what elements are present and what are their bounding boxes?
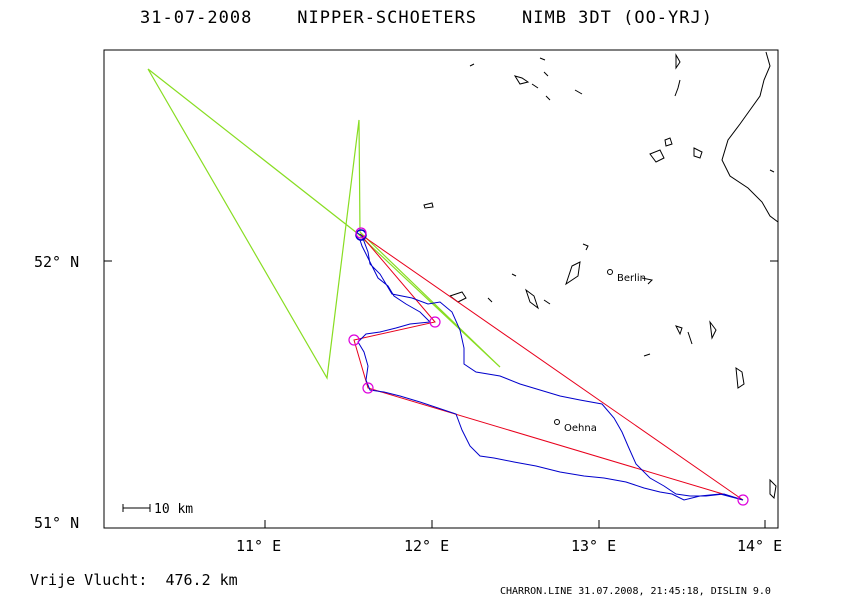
axis-ticks xyxy=(104,260,778,528)
turnpoint-1 xyxy=(429,316,441,328)
place-berlin: Berlin xyxy=(617,273,646,284)
lon-label-14: 14° E xyxy=(737,537,782,555)
place-oehna: Oehna xyxy=(564,423,597,434)
turnpoint-4 xyxy=(737,494,749,506)
scale-label: 10 km xyxy=(154,502,193,517)
render-stamp: CHARRON.LINE 31.07.2008, 21:45:18, DISLI… xyxy=(500,586,771,597)
flight-distance: Vrije Vlucht: 476.2 km xyxy=(30,571,238,589)
lat-label-52: 52° N xyxy=(34,253,79,271)
turnpoint-start xyxy=(355,227,367,239)
scale-bar xyxy=(122,504,151,512)
lat-label-51: 51° N xyxy=(34,514,79,532)
turnpoint-2 xyxy=(348,334,360,346)
oehna-marker xyxy=(554,419,560,425)
alt-track xyxy=(147,68,501,380)
lon-label-12: 12° E xyxy=(404,537,449,555)
turnpoints xyxy=(348,227,749,506)
map-title: 31-07-2008 NIPPER-SCHOETERS NIMB 3DT (OO… xyxy=(140,8,713,28)
turnpoint-3 xyxy=(362,382,374,394)
map-frame xyxy=(103,49,779,529)
flight-track xyxy=(355,231,744,501)
berlin-marker xyxy=(607,269,613,275)
lon-label-11: 11° E xyxy=(236,537,281,555)
lon-label-13: 13° E xyxy=(571,537,616,555)
coastline-features xyxy=(423,51,779,500)
coastline xyxy=(721,51,779,223)
task-legs xyxy=(353,233,744,501)
